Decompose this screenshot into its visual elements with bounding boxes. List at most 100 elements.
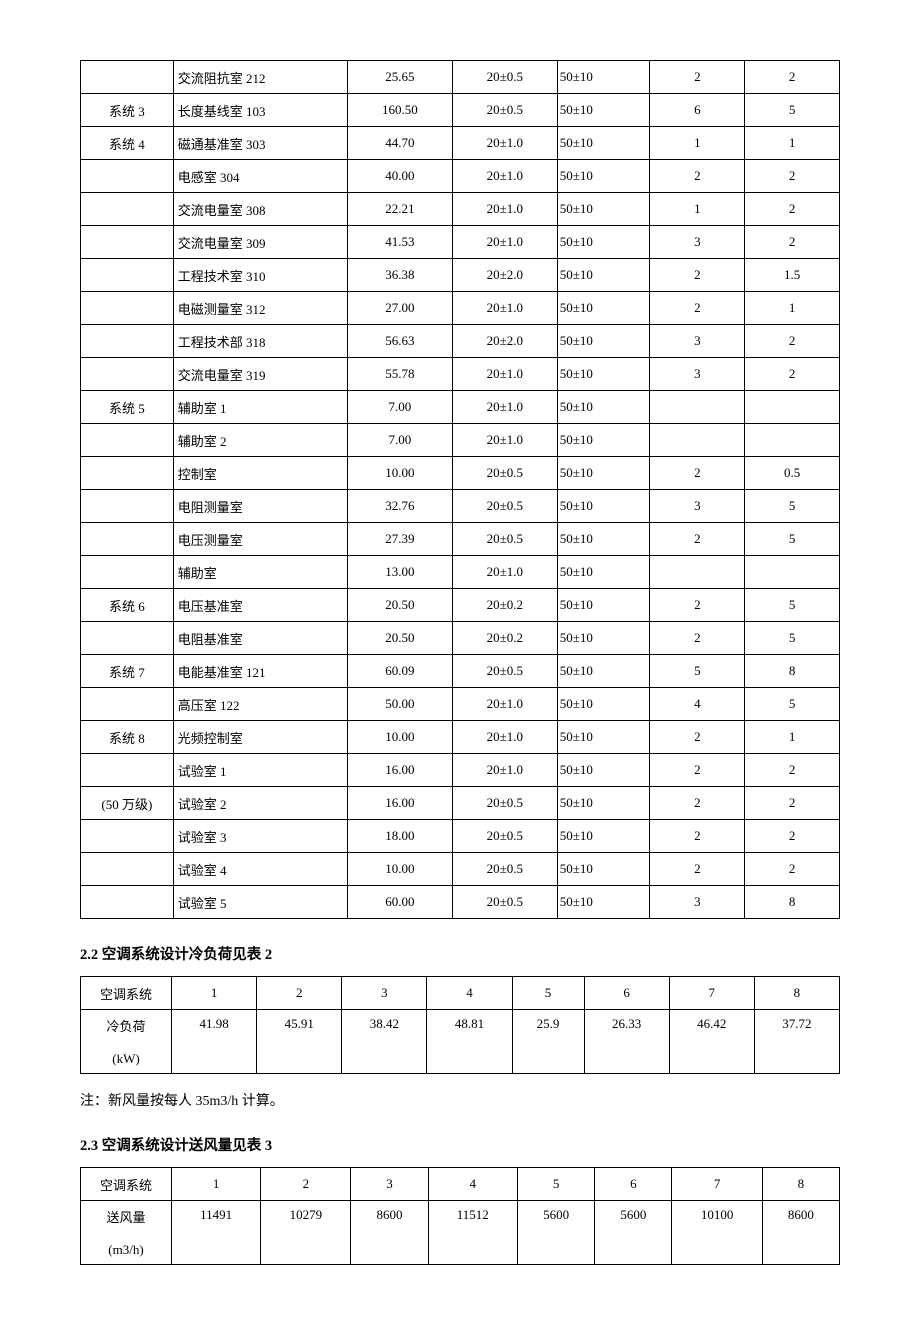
cell-hum: 50±10 <box>557 490 650 523</box>
cell-temp: 20±0.5 <box>452 820 557 853</box>
cell-sys: 系统 7 <box>81 655 174 688</box>
cell-area: 27.39 <box>347 523 452 556</box>
cell-v1: 6 <box>650 94 745 127</box>
airflow-table: 空调系统 1 2 3 4 5 6 7 8 送风量 (m3/h) 11491 10… <box>80 1167 840 1265</box>
cell-v2: 2 <box>745 754 840 787</box>
table-row: 电磁测量室 31227.0020±1.050±1021 <box>81 292 840 325</box>
cell-sys <box>81 259 174 292</box>
cell-area: 60.00 <box>347 886 452 919</box>
cell-sys: 系统 6 <box>81 589 174 622</box>
table-row: 高压室 12250.0020±1.050±1045 <box>81 688 840 721</box>
cell-temp: 20±1.0 <box>452 754 557 787</box>
cell-hum: 50±10 <box>557 787 650 820</box>
cell-value: 38.42 <box>342 1010 427 1074</box>
cell-v2: 5 <box>745 523 840 556</box>
row-label-line1: 送风量 <box>106 1210 145 1225</box>
cell-v1: 2 <box>650 853 745 886</box>
table-row: 控制室10.0020±0.550±1020.5 <box>81 457 840 490</box>
cell-hum: 50±10 <box>557 721 650 754</box>
cell-sys <box>81 886 174 919</box>
cell-v1: 3 <box>650 325 745 358</box>
cell-temp: 20±1.0 <box>452 226 557 259</box>
cell-temp: 20±1.0 <box>452 424 557 457</box>
col-header: 4 <box>427 977 512 1010</box>
cell-sys <box>81 523 174 556</box>
cell-v2 <box>745 391 840 424</box>
cell-temp: 20±2.0 <box>452 259 557 292</box>
cell-hum: 50±10 <box>557 589 650 622</box>
cell-sys <box>81 61 174 94</box>
cell-value: 46.42 <box>669 1010 754 1074</box>
table-row: 空调系统 1 2 3 4 5 6 7 8 <box>81 977 840 1010</box>
table-row: 试验室 318.0020±0.550±1022 <box>81 820 840 853</box>
cell-area: 18.00 <box>347 820 452 853</box>
cell-room: 长度基线室 103 <box>173 94 347 127</box>
cell-sys <box>81 457 174 490</box>
cell-area: 7.00 <box>347 424 452 457</box>
cell-v1: 1 <box>650 127 745 160</box>
cell-room: 工程技术部 318 <box>173 325 347 358</box>
cell-temp: 20±1.0 <box>452 556 557 589</box>
col-header: 7 <box>672 1168 762 1201</box>
cell-temp: 20±2.0 <box>452 325 557 358</box>
cell-v2: 5 <box>745 490 840 523</box>
cell-temp: 20±0.5 <box>452 655 557 688</box>
col-header: 1 <box>172 1168 261 1201</box>
cell-hum: 50±10 <box>557 358 650 391</box>
cell-temp: 20±1.0 <box>452 292 557 325</box>
cell-hum: 50±10 <box>557 886 650 919</box>
cell-area: 36.38 <box>347 259 452 292</box>
cell-value: 5600 <box>595 1201 672 1265</box>
cell-room: 试验室 5 <box>173 886 347 919</box>
cell-temp: 20±1.0 <box>452 127 557 160</box>
cell-hum: 50±10 <box>557 127 650 160</box>
cell-area: 20.50 <box>347 589 452 622</box>
cell-v2: 2 <box>745 787 840 820</box>
rooms-table: 交流阻抗室 21225.6520±0.550±1022系统 3长度基线室 103… <box>80 60 840 919</box>
cell-sys <box>81 754 174 787</box>
cell-area: 10.00 <box>347 721 452 754</box>
cell-sys <box>81 622 174 655</box>
cell-value: 11512 <box>428 1201 517 1265</box>
cell-hum: 50±10 <box>557 523 650 556</box>
cell-v1 <box>650 556 745 589</box>
cell-hum: 50±10 <box>557 853 650 886</box>
cell-v2: 2 <box>745 61 840 94</box>
cell-temp: 20±0.2 <box>452 589 557 622</box>
cell-temp: 20±1.0 <box>452 721 557 754</box>
cell-temp: 20±0.5 <box>452 787 557 820</box>
cell-value: 10279 <box>261 1201 351 1265</box>
table-row: 系统 4磁通基准室 30344.7020±1.050±1011 <box>81 127 840 160</box>
cell-area: 44.70 <box>347 127 452 160</box>
cell-v1: 1 <box>650 193 745 226</box>
cell-hum: 50±10 <box>557 424 650 457</box>
cell-area: 41.53 <box>347 226 452 259</box>
header-label: 空调系统 <box>81 977 172 1010</box>
section-2-2-title: 2.2 空调系统设计冷负荷见表 2 <box>80 943 840 964</box>
row-label-line2: (m3/h) <box>108 1242 143 1257</box>
cell-hum: 50±10 <box>557 61 650 94</box>
col-header: 4 <box>428 1168 517 1201</box>
cell-sys: 系统 8 <box>81 721 174 754</box>
table-row: 电阻测量室32.7620±0.550±1035 <box>81 490 840 523</box>
table-row: 试验室 410.0020±0.550±1022 <box>81 853 840 886</box>
cell-room: 电磁测量室 312 <box>173 292 347 325</box>
cell-hum: 50±10 <box>557 820 650 853</box>
cell-area: 13.00 <box>347 556 452 589</box>
row-label: 送风量 (m3/h) <box>81 1201 172 1265</box>
section-2-3-title: 2.3 空调系统设计送风量见表 3 <box>80 1134 840 1155</box>
cell-v2: 2 <box>745 325 840 358</box>
row-label-line2: (kW) <box>112 1051 139 1066</box>
table-row: 电感室 30440.0020±1.050±1022 <box>81 160 840 193</box>
cell-v2: 2 <box>745 226 840 259</box>
table-row: (50 万级)试验室 216.0020±0.550±1022 <box>81 787 840 820</box>
cell-v2: 1.5 <box>745 259 840 292</box>
cell-area: 22.21 <box>347 193 452 226</box>
table-row: 试验室 560.0020±0.550±1038 <box>81 886 840 919</box>
table-row: 交流电量室 30941.5320±1.050±1032 <box>81 226 840 259</box>
cell-v2: 1 <box>745 127 840 160</box>
cell-v2: 8 <box>745 886 840 919</box>
cell-value: 8600 <box>351 1201 428 1265</box>
cell-sys <box>81 292 174 325</box>
cell-value: 25.9 <box>512 1010 584 1074</box>
